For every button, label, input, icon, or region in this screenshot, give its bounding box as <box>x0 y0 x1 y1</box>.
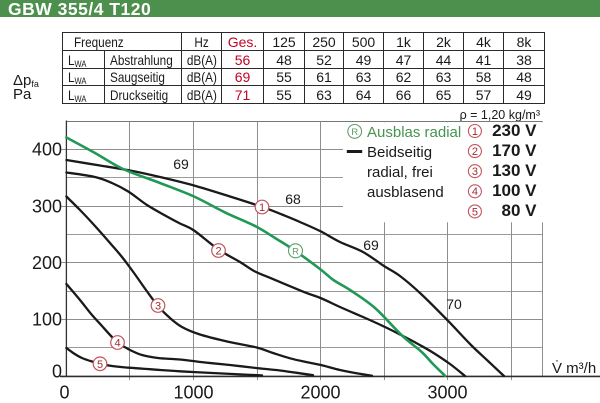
svg-text:3: 3 <box>472 166 478 178</box>
svg-text:69: 69 <box>363 237 379 253</box>
svg-text:70: 70 <box>446 296 462 312</box>
svg-text:1: 1 <box>472 126 478 138</box>
svg-text:1: 1 <box>259 202 265 214</box>
svg-text:80 V: 80 V <box>502 201 538 220</box>
svg-text:5: 5 <box>472 206 478 218</box>
svg-text:3: 3 <box>155 301 161 313</box>
svg-text:2000: 2000 <box>300 383 340 403</box>
svg-text:R: R <box>351 127 358 138</box>
svg-text:0: 0 <box>52 362 62 382</box>
svg-text:300: 300 <box>32 196 62 216</box>
svg-text:68: 68 <box>285 191 301 207</box>
svg-text:400: 400 <box>32 140 62 160</box>
svg-text:230 V: 230 V <box>492 121 537 140</box>
svg-text:170 V: 170 V <box>492 141 537 160</box>
svg-text:2: 2 <box>215 246 221 258</box>
svg-text:2: 2 <box>472 146 478 158</box>
svg-text:0: 0 <box>59 383 69 403</box>
svg-text:4: 4 <box>114 338 120 350</box>
svg-text:130 V: 130 V <box>492 161 537 180</box>
svg-text:200: 200 <box>32 253 62 273</box>
svg-text:69: 69 <box>173 156 189 172</box>
svg-text:5: 5 <box>97 359 103 371</box>
svg-text:4: 4 <box>472 186 478 198</box>
svg-text:R: R <box>292 246 299 257</box>
svg-text:3000: 3000 <box>427 383 467 403</box>
svg-text:100 V: 100 V <box>492 181 537 200</box>
svg-text:1000: 1000 <box>173 383 213 403</box>
svg-text:100: 100 <box>32 310 62 330</box>
